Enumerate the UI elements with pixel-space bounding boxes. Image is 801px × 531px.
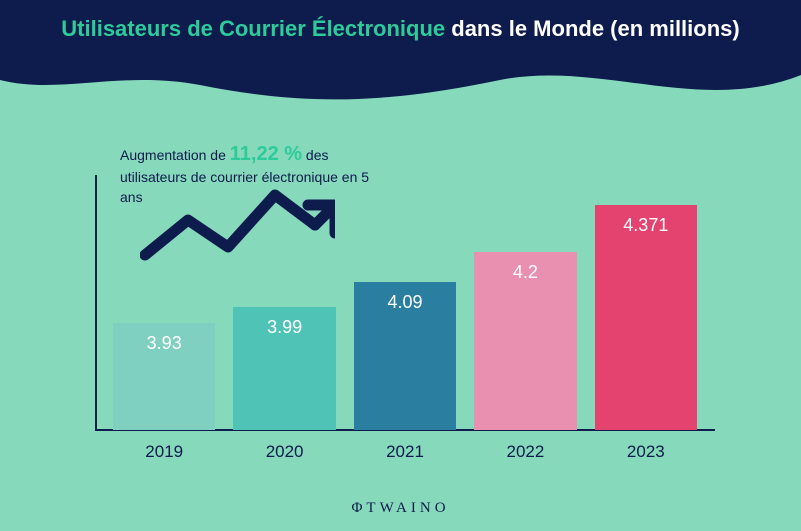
x-axis-label: 2019 [113, 442, 215, 462]
x-axis-label: 2023 [595, 442, 697, 462]
x-axis-label: 2022 [474, 442, 576, 462]
bar-value-label: 4.2 [474, 262, 576, 283]
title-accent: Utilisateurs de Courrier Électronique [61, 16, 445, 41]
bar-chart: 3.93 3.99 4.09 4.2 4.371 [95, 175, 715, 430]
bar-value-label: 4.09 [354, 292, 456, 313]
title-rest: dans le Monde (en millions) [445, 16, 740, 41]
brand-logo: ΦTWAINO [0, 500, 801, 517]
bar-rect [595, 205, 697, 430]
page-title: Utilisateurs de Courrier Électronique da… [0, 14, 801, 44]
brand-text: ΦTWAINO [351, 500, 449, 516]
bar-value-label: 4.371 [595, 215, 697, 236]
annotation-percent: 11,22 % [230, 143, 302, 165]
bar: 4.2 [474, 252, 576, 430]
bar: 3.93 [113, 323, 215, 430]
bar-value-label: 3.93 [113, 333, 215, 354]
x-labels: 2019 2020 2021 2022 2023 [95, 442, 715, 462]
bar: 4.09 [354, 282, 456, 430]
bars-container: 3.93 3.99 4.09 4.2 4.371 [95, 205, 715, 430]
x-axis-label: 2020 [233, 442, 335, 462]
bar: 4.371 [595, 205, 697, 430]
bar-value-label: 3.99 [233, 317, 335, 338]
annotation-prefix: Augmentation de [120, 147, 230, 163]
bar: 3.99 [233, 307, 335, 430]
x-axis-label: 2021 [354, 442, 456, 462]
